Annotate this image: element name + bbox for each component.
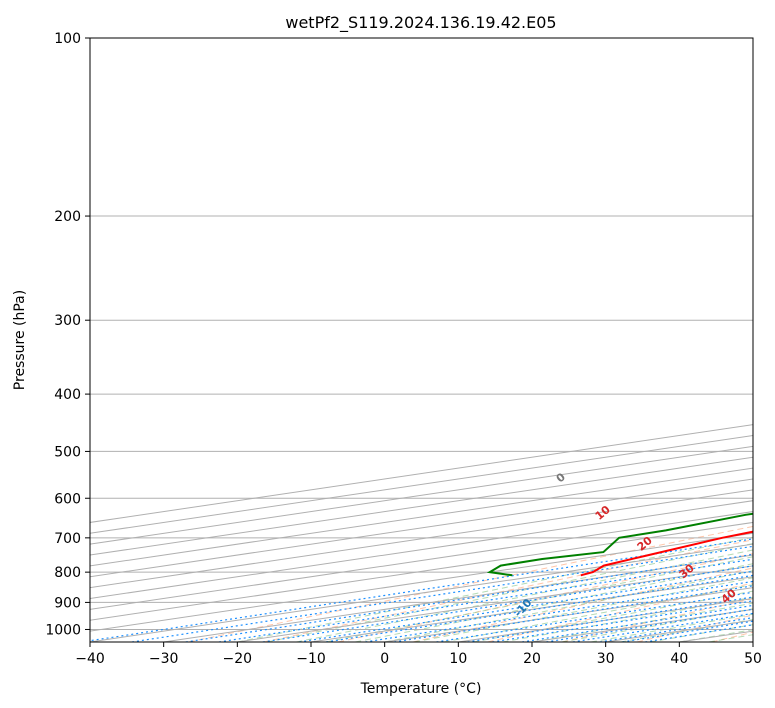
pressure-gridlines <box>90 38 753 630</box>
isotherm-line <box>90 489 753 589</box>
moist-adiabat-line <box>237 536 753 642</box>
isotherm-line <box>90 467 753 567</box>
isotherm-line <box>90 500 753 600</box>
temperature-line <box>580 530 753 577</box>
mixing-ratio-line <box>436 591 753 642</box>
x-tick-label: 20 <box>523 651 541 667</box>
isotherm-line <box>90 521 753 621</box>
y-axis-ticks: 100 200 300 400 500 600 700 800 900 1000 <box>45 31 90 638</box>
x-axis-title: Temperature (°C) <box>360 681 482 697</box>
isotherm-line <box>90 532 753 632</box>
isotherm-line <box>90 511 753 610</box>
moist-adiabat-line <box>266 543 753 642</box>
mixing-ratio-lines <box>90 538 753 642</box>
mixing-ratio-line <box>522 604 753 642</box>
x-tick-label: −10 <box>296 651 326 667</box>
isotherm-line <box>90 456 753 556</box>
mixing-ratio-line <box>185 553 753 642</box>
y-tick-label: 300 <box>54 313 81 329</box>
y-tick-label: 100 <box>54 31 81 47</box>
x-tick-label: −30 <box>149 651 179 667</box>
x-tick-label: −20 <box>223 651 253 667</box>
x-tick-label: 10 <box>449 651 467 667</box>
moist-adiabat-line <box>384 570 753 642</box>
y-tick-label: 500 <box>54 444 81 460</box>
y-tick-label: 1000 <box>45 622 81 638</box>
isotherms <box>90 424 753 642</box>
x-axis-ticks: −40 −30 −20 −10 0 10 20 30 40 50 <box>75 642 762 667</box>
dry-adiabats <box>188 525 753 642</box>
y-tick-label: 200 <box>54 209 81 225</box>
x-tick-label: 30 <box>597 651 615 667</box>
x-tick-label: 50 <box>744 651 762 667</box>
mixing-ratio-line <box>365 580 753 642</box>
dewpoint-line <box>486 512 753 577</box>
plot-area: -100-90-80-70-60-50-40-30-20-100.10.20.4… <box>90 38 753 642</box>
plot-frame <box>89 37 754 643</box>
dry-adiabat-line <box>487 582 753 642</box>
y-axis-title: Pressure (hPa) <box>12 290 28 390</box>
x-tick-label: 40 <box>670 651 688 667</box>
chart-title: wetPf2_S119.2024.136.19.42.E05 <box>285 13 556 33</box>
dry-adiabat-line <box>263 539 753 642</box>
isotherm-line <box>90 478 753 578</box>
x-tick-label: 0 <box>380 651 389 667</box>
y-tick-label: 700 <box>54 531 81 547</box>
mixing-ratio-line <box>492 600 753 642</box>
y-tick-label: 800 <box>54 565 81 581</box>
mixing-ratio-line <box>467 596 753 642</box>
mixing-ratio-line <box>394 585 753 642</box>
y-tick-label: 900 <box>54 595 81 611</box>
isotherm-line <box>90 445 753 545</box>
profile-series <box>486 512 753 577</box>
moist-adiabat-line <box>296 549 753 642</box>
y-tick-label: 600 <box>54 491 81 507</box>
y-tick-label: 400 <box>54 387 81 403</box>
x-tick-label: −40 <box>75 651 105 667</box>
